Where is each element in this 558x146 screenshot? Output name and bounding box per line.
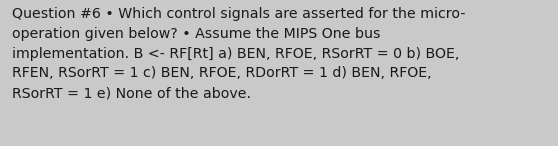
Text: Question #6 • Which control signals are asserted for the micro-
operation given : Question #6 • Which control signals are … <box>12 7 466 100</box>
